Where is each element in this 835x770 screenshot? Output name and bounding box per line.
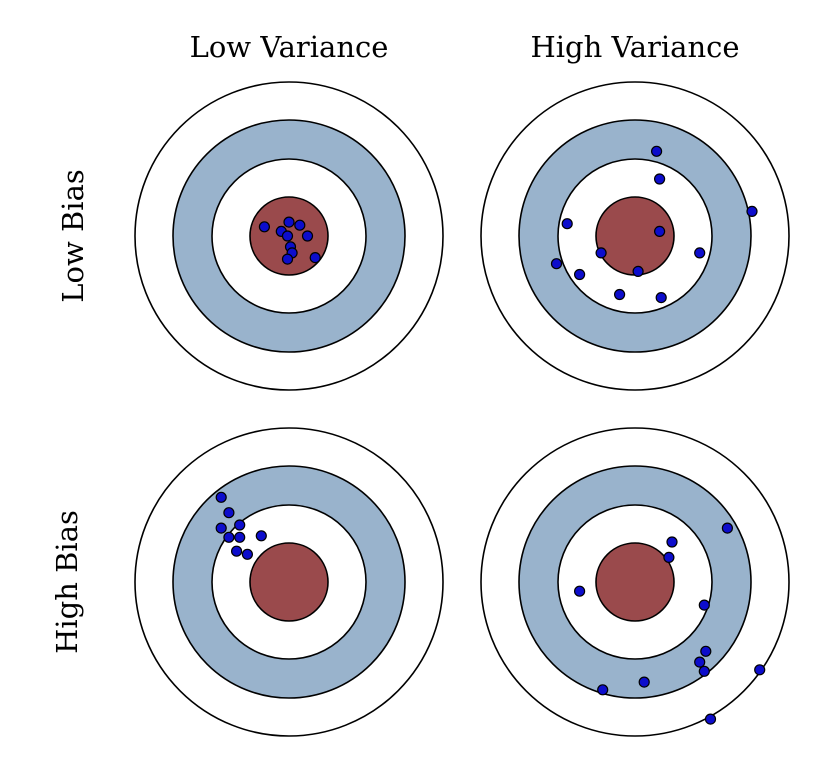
shot-dot [573, 585, 586, 597]
shot-dot [283, 216, 295, 228]
shot-dot [754, 664, 766, 676]
shot-dot [666, 536, 678, 548]
shot-dot [595, 247, 607, 259]
shot-dot [561, 218, 573, 230]
shot-dot [234, 531, 246, 543]
shot-dot [294, 219, 306, 231]
shot-dot [597, 684, 609, 696]
bullseye [595, 542, 675, 622]
shot-dot [215, 522, 227, 534]
shot-dot [746, 205, 758, 217]
shot-dot [694, 247, 706, 259]
shot-dot [215, 491, 227, 503]
shot-dot [223, 507, 235, 519]
bullseye [249, 542, 329, 622]
shot-dot [700, 645, 712, 657]
shot-dot [223, 531, 235, 543]
shot-dot [694, 656, 706, 668]
shot-dot [698, 599, 710, 611]
target-high-bias-low-variance [134, 427, 444, 737]
row-title-low-bias: Low Bias [56, 169, 90, 303]
shot-dot [651, 145, 663, 157]
shot-dot [255, 530, 267, 542]
shot-dot [654, 173, 666, 185]
shot-dot [550, 258, 563, 270]
column-title-low-variance: Low Variance [189, 30, 389, 64]
shot-dot [309, 252, 321, 264]
shot-dot [638, 676, 650, 688]
shot-dot [234, 519, 246, 531]
shot-dot [721, 522, 734, 534]
shot-dot [632, 265, 644, 278]
shot-dot [241, 548, 254, 560]
shot-dot [698, 665, 710, 677]
shot-dot [655, 291, 667, 304]
shot-dot [663, 551, 675, 563]
shot-dot [281, 230, 294, 242]
shot-dot [704, 713, 717, 725]
shot-dot [301, 230, 314, 242]
shot-dot [654, 225, 666, 237]
row-title-high-bias: High Bias [50, 510, 84, 654]
shot-dot [573, 268, 586, 281]
column-title-high-variance: High Variance [530, 30, 740, 64]
target-high-bias-high-variance [480, 427, 790, 737]
target-low-bias-high-variance [480, 81, 790, 391]
shot-dot [614, 288, 626, 301]
shot-dot [258, 221, 270, 233]
target-low-bias-low-variance [134, 81, 444, 391]
shot-dot [230, 545, 243, 557]
shot-dot [281, 253, 294, 265]
